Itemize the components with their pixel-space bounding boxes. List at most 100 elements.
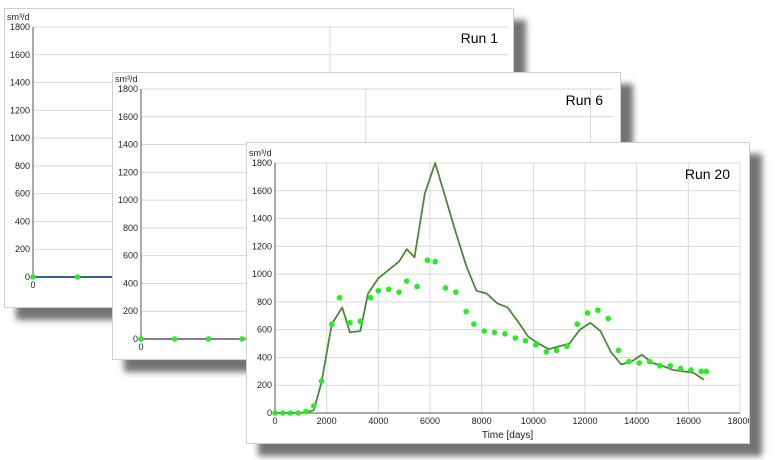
- observed-point: [385, 286, 392, 293]
- observed-point: [239, 336, 245, 342]
- x-tick-label: 16000: [676, 416, 701, 426]
- observed-point: [329, 321, 335, 327]
- observed-point: [543, 349, 550, 355]
- y-tick-label: 600: [257, 325, 272, 335]
- observed-point: [403, 278, 410, 284]
- y-tick-label: 400: [15, 216, 30, 226]
- y-tick-label: 800: [123, 223, 138, 233]
- observed-point: [491, 329, 498, 336]
- observed-point: [677, 365, 684, 372]
- y-axis-label: sm³/d: [7, 12, 30, 22]
- observed-point: [347, 319, 353, 326]
- y-tick-label: 1200: [252, 241, 272, 251]
- y-tick-label: 1600: [10, 50, 30, 60]
- y-tick-label: 0: [133, 334, 138, 344]
- observed-point: [574, 321, 581, 327]
- y-tick-label: 0: [267, 408, 272, 418]
- x-tick-label: 0: [272, 416, 277, 426]
- y-tick-label: 1400: [118, 140, 138, 150]
- observed-point: [636, 360, 643, 366]
- y-tick-label: 1000: [118, 195, 138, 205]
- observed-point: [303, 408, 309, 415]
- observed-point: [432, 258, 438, 265]
- observed-point: [605, 315, 612, 322]
- observed-point: [657, 362, 663, 369]
- y-tick-label: 400: [123, 278, 138, 288]
- y-tick-label: 1600: [252, 186, 272, 196]
- y-tick-label: 1800: [252, 158, 272, 168]
- y-axis-label: sm³/d: [115, 74, 138, 84]
- x-tick-label: 0: [138, 342, 143, 352]
- observed-point: [667, 362, 674, 369]
- observed-point: [698, 368, 705, 375]
- y-axis-label: sm³/d: [249, 148, 272, 158]
- observed-point: [205, 336, 212, 342]
- observed-point: [584, 310, 591, 316]
- observed-point: [30, 274, 36, 280]
- observed-point: [703, 368, 710, 375]
- observed-point: [442, 285, 449, 291]
- run-title: Run 1: [461, 30, 499, 46]
- observed-point: [357, 318, 364, 325]
- observed-point: [74, 274, 81, 280]
- grid: [274, 162, 741, 414]
- observed-point: [688, 367, 694, 373]
- y-tick-label: 1400: [10, 78, 30, 88]
- observed-point: [564, 343, 570, 350]
- run-title: Run 6: [566, 92, 604, 108]
- y-tick-label: 1000: [252, 269, 272, 279]
- observed-point: [522, 337, 529, 344]
- x-tick-label: 6000: [420, 416, 440, 426]
- observed-point: [471, 321, 477, 327]
- y-tick-label: 800: [257, 297, 272, 307]
- run-title: Run 20: [685, 166, 730, 182]
- observed-point: [463, 308, 469, 315]
- x-axis-label: Time [days]: [482, 430, 534, 441]
- y-tick-label: 0: [25, 272, 30, 282]
- x-tick-label: 14000: [624, 416, 649, 426]
- observed-point: [310, 403, 317, 409]
- x-tick-label: 8000: [472, 416, 492, 426]
- observed-point: [424, 257, 431, 264]
- x-tick-label: 2000: [317, 416, 337, 426]
- y-tick-label: 1200: [10, 105, 30, 115]
- y-tick-label: 1000: [10, 133, 30, 143]
- observed-point: [512, 335, 519, 341]
- y-tick-label: 1600: [118, 112, 138, 122]
- y-tick-label: 400: [257, 352, 272, 362]
- simulated-line: [275, 162, 705, 414]
- observed-point: [295, 410, 302, 416]
- y-tick-label: 200: [15, 244, 30, 254]
- y-tick-label: 1800: [10, 22, 30, 32]
- y-tick-label: 800: [15, 161, 30, 171]
- x-tick-label: 10000: [521, 416, 546, 426]
- observed-point: [272, 410, 278, 416]
- observed-point: [171, 336, 178, 342]
- observed-point: [626, 358, 632, 365]
- y-tick-label: 600: [123, 251, 138, 261]
- observed-point: [615, 347, 622, 354]
- y-tick-label: 1200: [118, 167, 138, 177]
- observed-point: [287, 410, 294, 416]
- chart-panel-run-20: 0 200 400 600 800 1000 1200 1400 1600 1800 0 2000 40…: [246, 142, 750, 444]
- observed-point: [367, 294, 374, 301]
- y-tick-label: 200: [257, 380, 272, 390]
- observed-point: [481, 328, 488, 334]
- observed-point: [533, 342, 539, 348]
- observed-point: [375, 287, 382, 294]
- observed-point: [553, 347, 560, 354]
- observed-point: [414, 283, 420, 290]
- observed-point: [595, 307, 601, 314]
- observed-point: [318, 378, 325, 384]
- observed-point: [646, 358, 653, 365]
- x-tick-label: 4000: [368, 416, 388, 426]
- observed-point: [396, 289, 402, 295]
- observed-point: [453, 289, 459, 295]
- observed-point: [336, 294, 343, 301]
- y-tick-label: 200: [123, 306, 138, 316]
- observed-point: [502, 331, 508, 337]
- y-tick-label: 1800: [118, 84, 138, 94]
- observed-point: [279, 410, 286, 416]
